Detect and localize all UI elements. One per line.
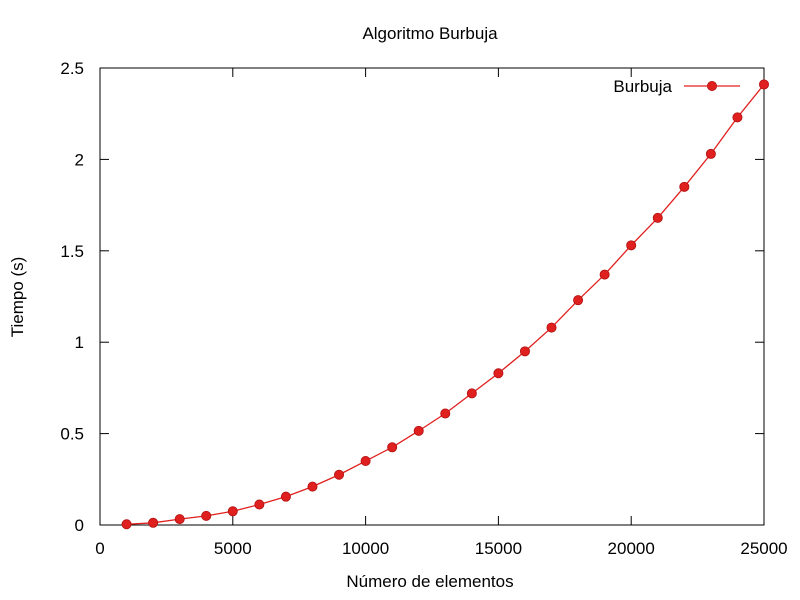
y-axis-label: Tiempo (s) — [8, 257, 27, 338]
data-point — [440, 408, 451, 419]
axes — [99, 67, 765, 526]
data-point — [705, 148, 716, 159]
data-point — [387, 442, 398, 453]
y-tick-label: 1 — [75, 333, 84, 352]
plot-frame — [99, 67, 765, 526]
legend-marker — [707, 81, 718, 92]
data-point — [626, 240, 637, 251]
series — [121, 79, 770, 530]
x-tick-label: 5000 — [214, 539, 252, 558]
data-point — [519, 346, 530, 357]
data-point — [121, 519, 132, 530]
y-tick-label: 0 — [75, 516, 84, 535]
data-point — [201, 510, 212, 521]
x-axis-label: Número de elementos — [346, 572, 513, 591]
data-point — [413, 425, 424, 436]
x-tick-label: 0 — [95, 539, 104, 558]
legend-label: Burbuja — [613, 77, 672, 96]
chart-title: Algoritmo Burbuja — [362, 24, 498, 43]
data-point — [307, 481, 318, 492]
data-point — [360, 456, 371, 467]
y-tick-label: 1.5 — [60, 242, 84, 261]
y-tick-label: 2 — [75, 150, 84, 169]
data-point — [679, 181, 690, 192]
data-point — [599, 269, 610, 280]
data-point — [652, 212, 663, 223]
ticks: 0 5000 10000 15000 20000 25000 0 0.5 1 1.5 2 2.5 — [60, 59, 787, 558]
data-point — [759, 79, 770, 90]
data-point — [493, 368, 504, 379]
y-tick-label: 2.5 — [60, 59, 84, 78]
data-point — [280, 491, 291, 502]
data-point — [254, 499, 265, 510]
data-point — [334, 469, 345, 480]
x-tick-label: 25000 — [740, 539, 787, 558]
data-point — [227, 506, 238, 517]
legend: Burbuja — [613, 77, 740, 96]
data-point — [732, 112, 743, 123]
data-point — [466, 388, 477, 399]
y-tick-label: 0.5 — [60, 425, 84, 444]
data-point — [546, 322, 557, 333]
x-tick-label: 20000 — [608, 539, 655, 558]
data-point — [148, 517, 159, 528]
data-point — [174, 514, 185, 525]
data-point — [573, 295, 584, 306]
x-tick-label: 15000 — [475, 539, 522, 558]
x-tick-label: 10000 — [342, 539, 389, 558]
